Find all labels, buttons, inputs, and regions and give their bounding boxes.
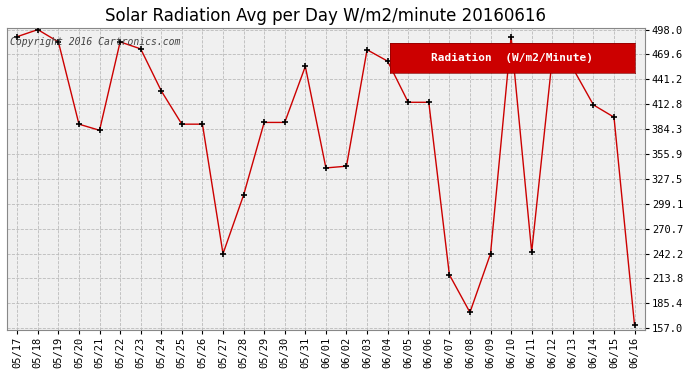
Title: Solar Radiation Avg per Day W/m2/minute 20160616: Solar Radiation Avg per Day W/m2/minute … [106,7,546,25]
Text: Copyright 2016 Cartronics.com: Copyright 2016 Cartronics.com [10,37,181,47]
